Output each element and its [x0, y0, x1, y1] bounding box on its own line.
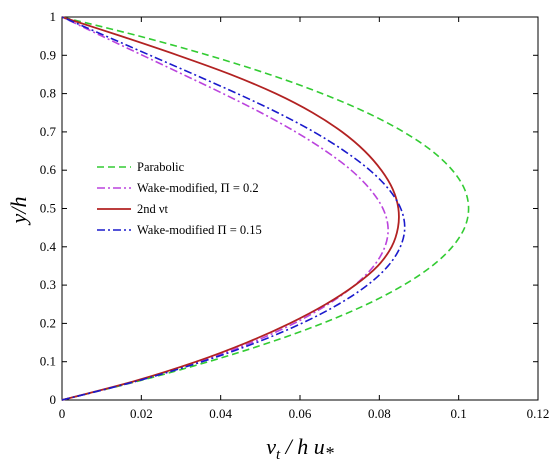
plot-area	[61, 16, 539, 401]
y-tick-label: 0.2	[40, 315, 56, 330]
y-tick-label: 1	[50, 9, 57, 24]
x-tick-label: 0.1	[451, 406, 467, 421]
legend-entry-4: Wake-modified Π = 0.15	[137, 223, 262, 237]
series-line-4	[61, 16, 406, 401]
y-tick-label: 0.9	[40, 47, 56, 62]
x-tick-label: 0.04	[209, 406, 232, 421]
axis-ticks: 0 0.02 0.04 0.06 0.08 0.1 0.12 0 0.1 0.2 0.3 0.4 0.5…	[40, 9, 550, 421]
y-tick-label: 0.8	[40, 86, 56, 101]
x-tick-label: 0.12	[527, 406, 550, 421]
y-tick-label: 0.4	[40, 239, 57, 254]
y-axis-label: y/h	[6, 197, 31, 226]
series-line-3	[61, 16, 400, 401]
y-tick-label: 0.7	[40, 124, 57, 139]
legend: Parabolic Wake-modified, Π = 0.2 2nd νt Wak…	[97, 160, 262, 237]
series-line-2	[61, 16, 389, 401]
y-tick-label: 0	[50, 392, 57, 407]
y-tick-label: 0.6	[40, 162, 57, 177]
legend-entry-2: Wake-modified, Π = 0.2	[137, 181, 259, 195]
x-tick-label: 0.02	[130, 406, 153, 421]
series-line-1	[61, 16, 470, 401]
x-tick-label: 0	[59, 406, 66, 421]
series-layer	[61, 16, 470, 401]
y-tick-label: 0.3	[40, 277, 56, 292]
y-tick-label: 0.5	[40, 201, 56, 216]
y-tick-label: 0.1	[40, 354, 56, 369]
x-tick-label: 0.08	[368, 406, 391, 421]
legend-entry-1: Parabolic	[137, 160, 185, 174]
legend-entry-3: 2nd νt	[137, 202, 169, 216]
x-tick-label: 0.06	[289, 406, 312, 421]
x-axis-label: νt / h u*	[266, 434, 334, 463]
